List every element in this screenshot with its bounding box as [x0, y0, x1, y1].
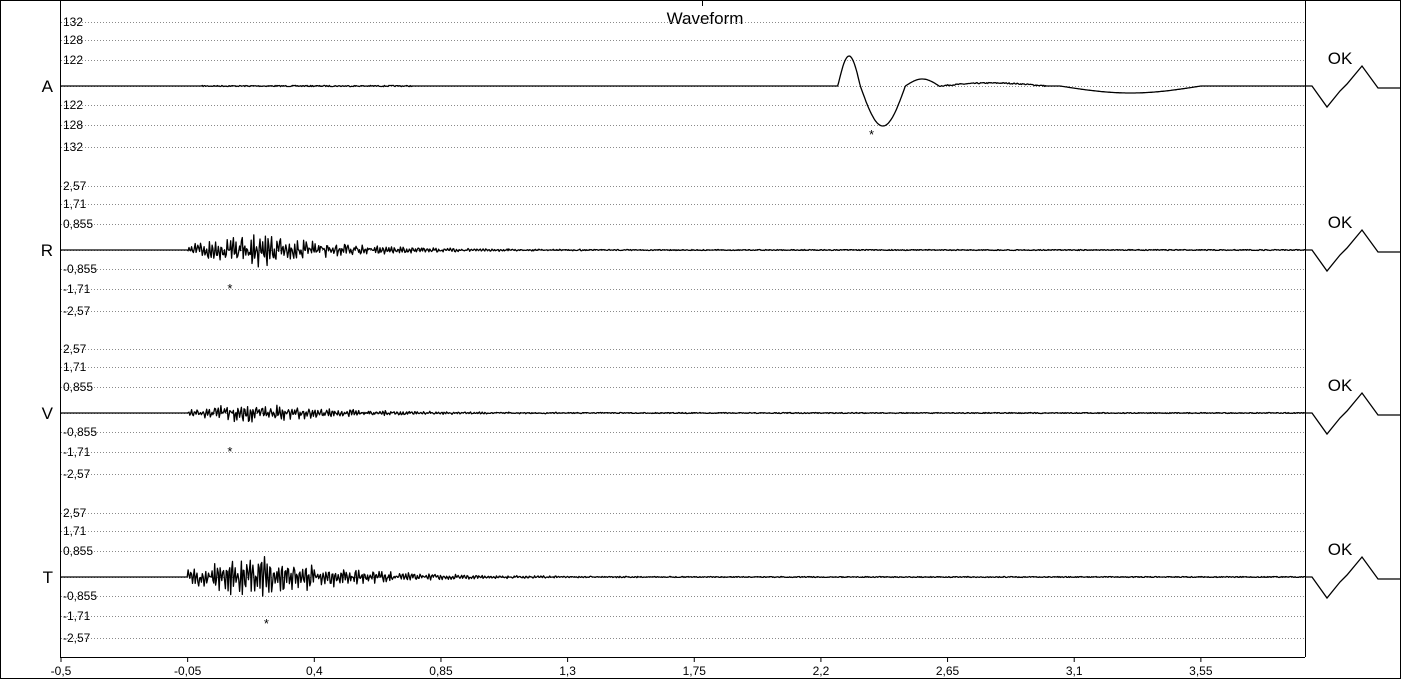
grid-layer: [61, 22, 1305, 639]
channels-layer: 132 128 122 122 128 132 A * OK 2,57 1,71 0,855 -0,85…: [41, 15, 1400, 645]
y-tick-label: 1,71: [63, 360, 87, 374]
waveform-trace: [61, 404, 1306, 423]
channel-label: V: [42, 404, 54, 423]
y-tick-label: -2,57: [63, 467, 91, 481]
y-tick-label: 132: [63, 15, 83, 29]
channel-t: 2,57 1,71 0,855 -0,855 -1,71 -2,57 T * OK: [43, 506, 1400, 645]
y-tick-label: 128: [63, 118, 83, 132]
peak-marker: *: [264, 616, 269, 631]
y-tick-label: 122: [63, 53, 83, 67]
status-ok-wave-icon: [1306, 228, 1400, 273]
status-ok-wave-icon: [1306, 555, 1400, 600]
x-tick-label: 2,65: [936, 664, 960, 678]
y-tick-label: 122: [63, 98, 83, 112]
x-tick-label: 0,4: [306, 664, 323, 678]
channel-v: 2,57 1,71 0,855 -0,855 -1,71 -2,57 V * OK: [42, 342, 1400, 481]
y-tick-label: 0,855: [63, 380, 93, 394]
peak-marker: *: [227, 281, 232, 296]
channel-a: 132 128 122 122 128 132 A * OK: [42, 15, 1400, 154]
y-tick-label: -0,855: [63, 589, 97, 603]
y-tick-label: -0,855: [63, 262, 97, 276]
y-tick-label: 1,71: [63, 197, 87, 211]
y-tick-label: 2,57: [63, 506, 87, 520]
status-ok-wave-icon: [1306, 391, 1400, 436]
y-tick-label: -2,57: [63, 631, 91, 645]
waveform-trace: [61, 55, 1305, 127]
y-tick-label: -1,71: [63, 282, 91, 296]
x-tick-label: 0,85: [429, 664, 453, 678]
channel-label: A: [42, 77, 54, 96]
x-tick-label: 1,75: [683, 664, 707, 678]
y-tick-label: 128: [63, 33, 83, 47]
y-tick-label: 132: [63, 140, 83, 154]
waveform-trace: [61, 234, 1306, 268]
status-ok-label: OK: [1328, 540, 1353, 559]
chart-title: Waveform: [667, 9, 744, 28]
peak-marker: *: [227, 444, 232, 459]
y-tick-label: -1,71: [63, 445, 91, 459]
y-tick-label: 0,855: [63, 217, 93, 231]
peak-marker: *: [869, 127, 874, 142]
y-tick-label: 1,71: [63, 524, 87, 538]
status-ok-label: OK: [1328, 213, 1353, 232]
status-ok-label: OK: [1328, 49, 1353, 68]
x-tick-label: -0,5: [51, 664, 72, 678]
y-tick-label: -2,57: [63, 304, 91, 318]
x-tick-label: 3,55: [1189, 664, 1213, 678]
y-tick-label: 0,855: [63, 544, 93, 558]
waveform-trace: [61, 556, 1305, 597]
x-tick-label: 2,2: [813, 664, 830, 678]
x-tick-label: -0,05: [174, 664, 202, 678]
channel-label: R: [41, 241, 53, 260]
y-tick-label: -1,71: [63, 609, 91, 623]
channel-r: 2,57 1,71 0,855 -0,855 -1,71 -2,57 R * OK: [41, 179, 1400, 318]
y-tick-label: -0,855: [63, 425, 97, 439]
y-tick-label: 2,57: [63, 179, 87, 193]
x-tick-label: 1,3: [559, 664, 576, 678]
status-ok-label: OK: [1328, 376, 1353, 395]
channel-label: T: [43, 568, 53, 587]
x-tick-label: 3,1: [1066, 664, 1083, 678]
x-axis: -0,5 -0,05 0,4 0,85 1,3 1,75 2,2 2,65 3,1 3,55: [51, 657, 1213, 678]
status-ok-wave-icon: [1306, 64, 1400, 109]
y-tick-label: 2,57: [63, 342, 87, 356]
